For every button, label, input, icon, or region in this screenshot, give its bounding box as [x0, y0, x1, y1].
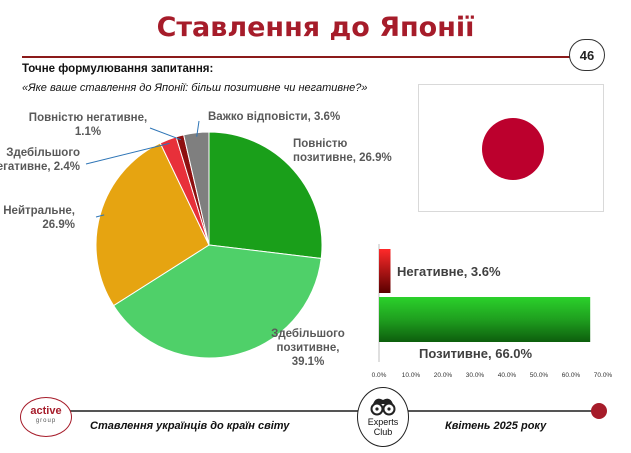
- active-logo-text: active: [30, 405, 62, 417]
- pie-slice-label-line: 1.1%: [75, 126, 101, 138]
- footer-divider: [22, 410, 596, 412]
- pie-slice-label: Здебільшого негативне, 2.4%: [0, 147, 80, 173]
- footer-report-title: Ставлення українців до країн світу: [90, 420, 290, 432]
- page-title: Ставлення до Японії: [156, 12, 475, 43]
- experts-club-logo: Experts Club: [357, 387, 409, 447]
- pie-slice-label-line: 26.9%: [42, 219, 75, 231]
- pie-slice: [95, 142, 210, 307]
- question-heading: Точне формулювання запитання:: [22, 63, 214, 75]
- bar-tick-label: 40.0%: [498, 372, 517, 379]
- bar-label: Позитивне, 66.0%: [419, 346, 533, 361]
- bar-label: Негативне, 3.6%: [397, 264, 501, 279]
- active-group-logo: active group: [20, 397, 72, 437]
- pie-leader-line: [85, 142, 170, 165]
- pie-slice-label-line: Нейтральне,: [3, 205, 75, 217]
- active-logo-subtext: group: [35, 418, 57, 424]
- footer-date: Квітень 2025 року: [445, 420, 547, 432]
- flag-red-disc: [482, 118, 544, 180]
- bar-tick-label: 70.0%: [594, 372, 613, 379]
- bar: [379, 297, 591, 342]
- pie-slice-label-line: позитивне, 26.9%: [293, 152, 392, 164]
- pie-slice-label: Здебільшого позитивне, 39.1%: [271, 328, 345, 368]
- page-number-badge: 46: [569, 39, 605, 71]
- bar-tick-label: 60.0%: [562, 372, 581, 379]
- experts-logo-text: Experts: [367, 417, 399, 427]
- bar-tick-label: 20.0%: [434, 372, 453, 379]
- pie-slice: [208, 131, 323, 260]
- pie-slice-label: Повністю позитивне, 26.9%: [293, 138, 392, 164]
- question-text: «Яке ваше ставлення до Японії: більш поз…: [22, 82, 368, 94]
- bar-tick-label: 10.0%: [402, 372, 421, 379]
- bar-tick-label: 30.0%: [466, 372, 485, 379]
- pie-slice-label: Нейтральне, 26.9%: [3, 205, 75, 231]
- pie-slice-label-line: негативне, 2.4%: [0, 161, 80, 173]
- pie-leader-line: [149, 127, 182, 141]
- pie-slice: [183, 131, 210, 246]
- pie-slice-label: Повністю негативне, 1.1%: [29, 112, 147, 138]
- bar-tick-label: 50.0%: [530, 372, 549, 379]
- pie-slice-label: Важко відповісти, 3.6%: [208, 111, 340, 123]
- japan-flag: [418, 84, 604, 212]
- title-divider: [22, 56, 570, 58]
- pie-slice-label-line: позитивне,: [277, 342, 340, 354]
- club-logo-text: Club: [373, 427, 393, 437]
- pie-slice-label-line: 39.1%: [292, 356, 325, 368]
- pie-slice-label-line: Здебільшого: [6, 147, 80, 159]
- pie-slice-label-line: Повністю негативне,: [29, 112, 147, 124]
- pie-slice-label-line: Важко відповісти, 3.6%: [208, 111, 340, 123]
- bar: [379, 249, 391, 293]
- pie-slice-label-line: Повністю: [293, 138, 348, 150]
- pie-slice: [112, 244, 322, 359]
- bar-tick-label: 0.0%: [372, 372, 387, 379]
- glasses-icon: [370, 398, 396, 416]
- pie-slice-label-line: Здебільшого: [271, 328, 345, 340]
- pie-leader-line: [95, 214, 105, 218]
- pie-leader-line: [196, 120, 200, 137]
- footer-dot: [591, 403, 607, 419]
